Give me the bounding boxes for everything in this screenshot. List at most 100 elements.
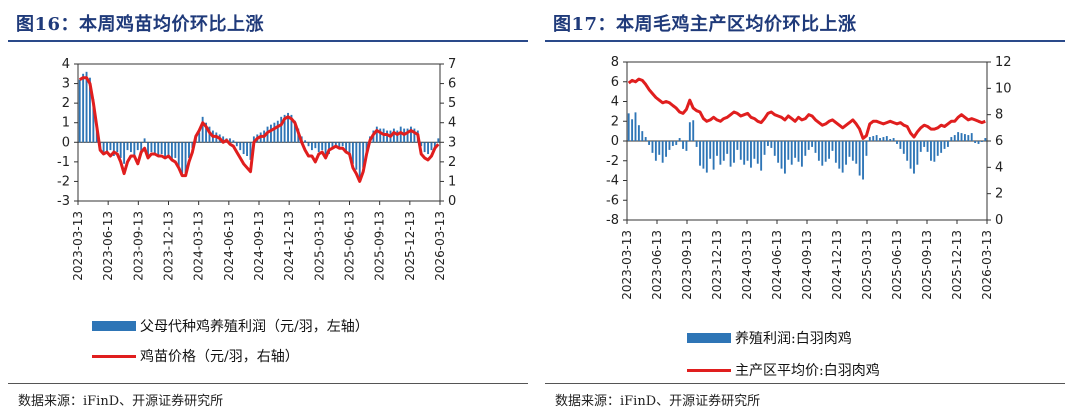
profit-bar — [909, 141, 912, 169]
profit-bar — [136, 142, 139, 151]
profit-bar — [899, 141, 902, 149]
profit-bar — [906, 141, 909, 161]
profit-bar — [112, 142, 115, 156]
profit-bar — [249, 142, 252, 160]
profit-bar — [797, 141, 800, 162]
profit-bar — [290, 114, 293, 143]
x-tick-label: 2025-03-13 — [860, 230, 874, 300]
profit-bar — [865, 141, 868, 156]
profit-bar — [386, 130, 389, 143]
left-tick-label: 0 — [62, 135, 70, 150]
profit-bar — [733, 141, 735, 163]
profit-bar — [181, 142, 184, 174]
profit-bar — [379, 128, 382, 143]
x-tick-label: 2023-09-13 — [131, 211, 145, 281]
profit-bar — [78, 79, 81, 143]
profit-bar — [133, 142, 136, 156]
profit-bar — [177, 142, 180, 168]
right-tick-label: 4 — [995, 160, 1003, 175]
profit-bar — [682, 141, 684, 149]
profit-bar — [355, 142, 358, 170]
profit-bar — [943, 141, 946, 149]
x-tick-label: 2024-12-13 — [830, 230, 844, 300]
legend-item-broiler-profit: 养殖利润:白羽肉鸡 — [687, 328, 852, 348]
profit-bar — [242, 142, 245, 155]
profit-bar — [773, 141, 776, 156]
profit-bar — [153, 142, 156, 155]
profit-bar — [167, 142, 170, 156]
profit-bar — [126, 142, 129, 151]
profit-bar — [750, 141, 752, 168]
profit-bar — [651, 141, 654, 153]
profit-bar — [410, 126, 412, 143]
right-tick-label: 6 — [995, 134, 1003, 149]
profit-bar — [392, 128, 395, 143]
profit-bar — [143, 138, 146, 143]
profit-bar — [627, 113, 630, 141]
profit-bar — [977, 141, 980, 144]
right-tick-label: 8 — [995, 108, 1003, 123]
profit-bar — [198, 132, 201, 143]
profit-bar — [868, 137, 871, 141]
profit-bar — [147, 142, 149, 158]
profit-bar — [807, 141, 810, 150]
profit-bar — [702, 141, 705, 169]
profit-bar — [129, 142, 132, 153]
profit-bar — [239, 142, 242, 151]
profit-bar — [365, 142, 368, 153]
x-tick-label: 2024-09-13 — [252, 211, 266, 281]
profit-bar — [675, 141, 678, 145]
profit-bar — [882, 137, 885, 141]
profit-bar — [716, 141, 718, 156]
figure-17-panel: 图17：本周毛鸡主产区均价环比上涨 -8 -6 -4 -2 0 2 4 6 8 0 2 4 6 8 10 12… — [537, 0, 1073, 415]
x-tick-label: 2026-03-13 — [433, 211, 447, 281]
profit-bar — [106, 142, 108, 155]
profit-bar — [634, 112, 637, 141]
x-tick-label: 2025-09-13 — [920, 230, 934, 300]
profit-bar — [817, 141, 820, 161]
profit-bar — [314, 142, 317, 149]
profit-bar — [276, 120, 279, 143]
profit-bar — [814, 141, 817, 153]
price-line — [78, 76, 440, 183]
profit-bar — [896, 141, 898, 144]
x-tick-label: 2024-12-13 — [282, 211, 296, 281]
left-tick-label: -6 — [606, 193, 619, 208]
profit-bar — [692, 120, 695, 141]
legend-item-breeder-profit: 父母代种鸡养殖利润（元/羽，左轴） — [92, 316, 369, 336]
profit-bar — [726, 141, 729, 154]
chick-price-chart: -3 -2 -1 0 1 2 3 4 0 1 2 3 4 5 6 7 2023-03-13 2023-06-13 2… — [57, 57, 456, 281]
right-tick-label: 7 — [448, 57, 456, 72]
profit-bar — [926, 141, 929, 152]
profit-bar — [280, 116, 283, 143]
legend-item-chick-price: 鸡苗价格（元/羽，右轴） — [92, 346, 299, 366]
left-tick-label: 4 — [62, 57, 70, 72]
source-note: 数据来源：iFinD、开源证券研究所 — [555, 394, 761, 409]
profit-bar — [790, 141, 793, 165]
profit-bar — [705, 141, 708, 173]
profit-bar — [902, 141, 905, 154]
right-tick-label: 4 — [448, 116, 456, 131]
x-tick-label: 2023-06-13 — [650, 230, 664, 300]
profit-bar — [119, 142, 122, 158]
x-tick-label: 2024-06-13 — [770, 230, 784, 300]
profit-bar — [246, 142, 248, 156]
profit-bar — [930, 141, 932, 161]
figure-title: 图16：本周鸡苗均价环比上涨 — [16, 14, 265, 35]
legend-item-broiler-price: 主产区平均价:白羽肉鸡 — [687, 360, 880, 380]
x-tick-label: 2024-09-13 — [800, 230, 814, 300]
profit-bar — [406, 128, 409, 143]
profit-bar — [229, 138, 231, 143]
profit-bar — [767, 141, 769, 146]
profit-bar — [307, 142, 310, 147]
profit-bar — [345, 142, 348, 153]
right-tick-label: 6 — [448, 77, 456, 92]
profit-bar — [283, 114, 286, 143]
profit-bar — [654, 141, 657, 161]
title-divider — [8, 40, 528, 42]
left-tick-label: -3 — [57, 194, 70, 209]
right-tick-label: 0 — [995, 213, 1003, 228]
profit-bar — [834, 141, 837, 163]
profit-bar — [763, 141, 766, 155]
profit-bar — [358, 142, 361, 180]
